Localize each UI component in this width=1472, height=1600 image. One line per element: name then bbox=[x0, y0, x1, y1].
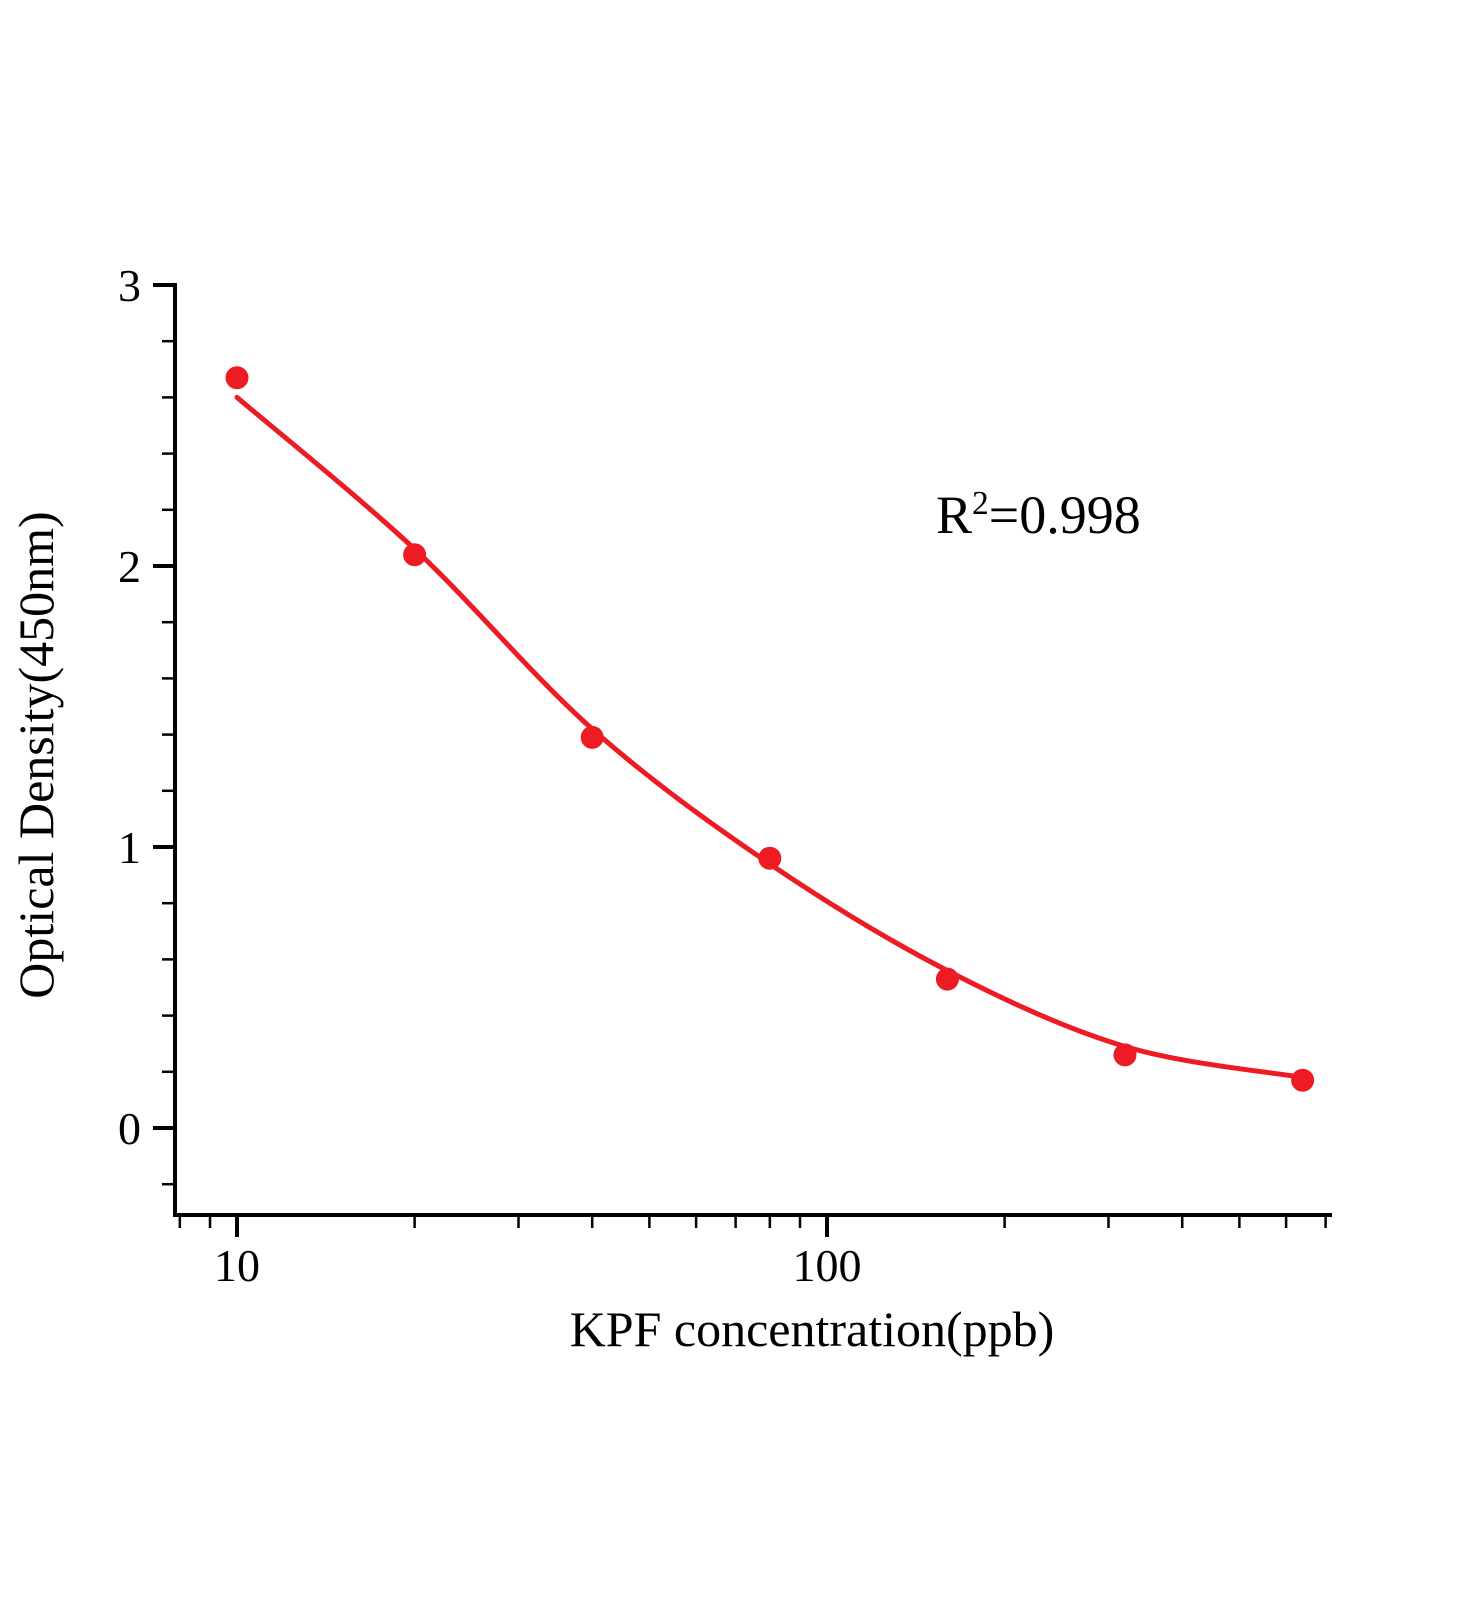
annotation-exponent: 2 bbox=[972, 485, 989, 522]
tick-labels: 0 1 2 3 10 100 bbox=[118, 260, 862, 1291]
data-points bbox=[225, 366, 1315, 1092]
data-point bbox=[225, 366, 249, 390]
annotation-value: =0.998 bbox=[988, 485, 1141, 545]
x-axis-title: KPF concentration(ppb) bbox=[569, 1301, 1055, 1357]
data-point bbox=[935, 967, 959, 991]
x-tick-label: 100 bbox=[793, 1240, 862, 1291]
y-tick-label: 3 bbox=[118, 260, 141, 311]
data-point bbox=[758, 846, 782, 870]
r-squared-annotation: R2=0.998 bbox=[936, 484, 1141, 546]
data-point bbox=[1113, 1043, 1137, 1067]
annotation-r: R bbox=[936, 485, 973, 545]
tick-marks bbox=[153, 283, 1327, 1237]
y-tick-label: 2 bbox=[118, 541, 141, 592]
axes bbox=[173, 283, 1332, 1217]
x-tick-label: 10 bbox=[214, 1240, 260, 1291]
y-axis-title: Optical Density(450nm) bbox=[8, 511, 64, 999]
data-point bbox=[403, 543, 427, 567]
data-point bbox=[1291, 1068, 1315, 1092]
fit-curve bbox=[234, 394, 1306, 1080]
y-tick-label: 0 bbox=[118, 1103, 141, 1154]
data-point bbox=[580, 725, 604, 749]
y-tick-label: 1 bbox=[118, 822, 141, 873]
